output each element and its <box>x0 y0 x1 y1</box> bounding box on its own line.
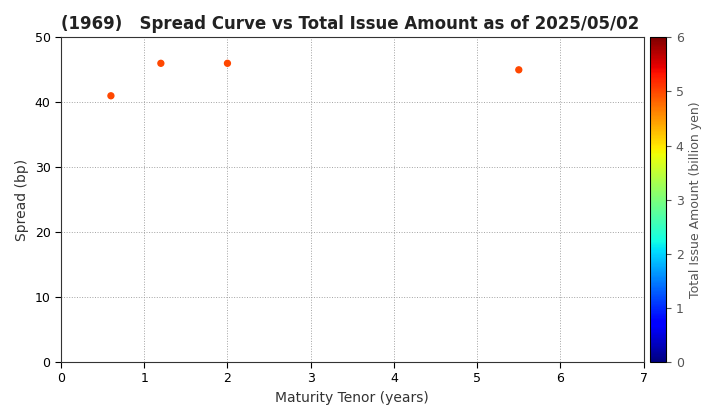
Point <box>513 66 525 73</box>
X-axis label: Maturity Tenor (years): Maturity Tenor (years) <box>276 391 429 405</box>
Point <box>105 92 117 99</box>
Text: (1969)   Spread Curve vs Total Issue Amount as of 2025/05/02: (1969) Spread Curve vs Total Issue Amoun… <box>61 15 639 33</box>
Point <box>155 60 166 67</box>
Y-axis label: Total Issue Amount (billion yen): Total Issue Amount (billion yen) <box>689 101 702 298</box>
Point <box>222 60 233 67</box>
Y-axis label: Spread (bp): Spread (bp) <box>15 159 29 241</box>
